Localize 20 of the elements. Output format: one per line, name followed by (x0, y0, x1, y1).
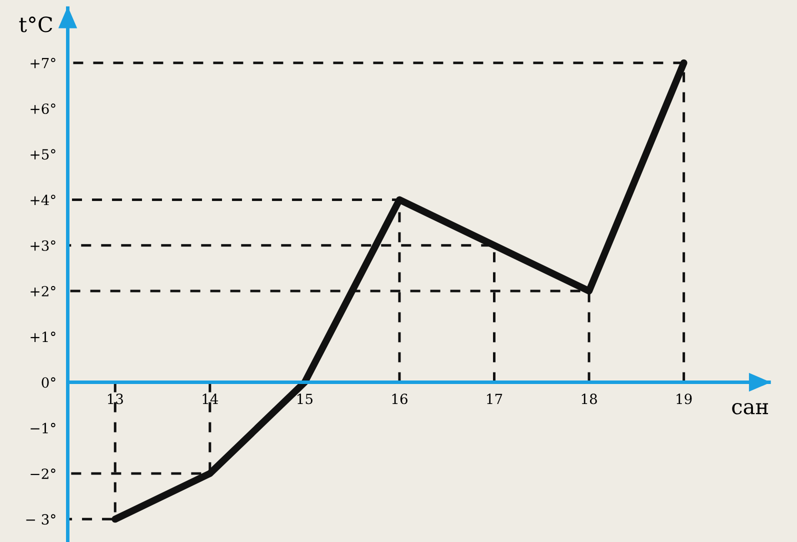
y-tick-label: +5° (30, 149, 56, 160)
x-tick-label: 18 (582, 394, 597, 404)
y-tick-label: −2° (30, 468, 56, 479)
y-tick-label: +7° (30, 58, 56, 68)
y-axis-title: t°C (19, 16, 52, 32)
x-tick-label: 14 (202, 394, 218, 404)
x-tick-label: 16 (392, 394, 408, 404)
y-tick-label: −1° (30, 422, 56, 434)
x-tick-label: 13 (108, 394, 123, 404)
y-tick-label: − 3° (26, 514, 56, 525)
y-tick-label: 0° (42, 377, 56, 388)
y-tick-label: +4° (30, 194, 56, 206)
y-tick-label: +2° (30, 286, 56, 296)
y-tick-label: +1° (30, 332, 56, 342)
x-tick-label: 17 (487, 394, 502, 404)
y-tick-label: +3° (30, 240, 56, 251)
x-tick-label: 19 (676, 394, 692, 404)
x-axis-title: сан (732, 402, 768, 414)
y-tick-label: +6° (30, 103, 56, 114)
x-tick-label: 15 (298, 394, 312, 404)
